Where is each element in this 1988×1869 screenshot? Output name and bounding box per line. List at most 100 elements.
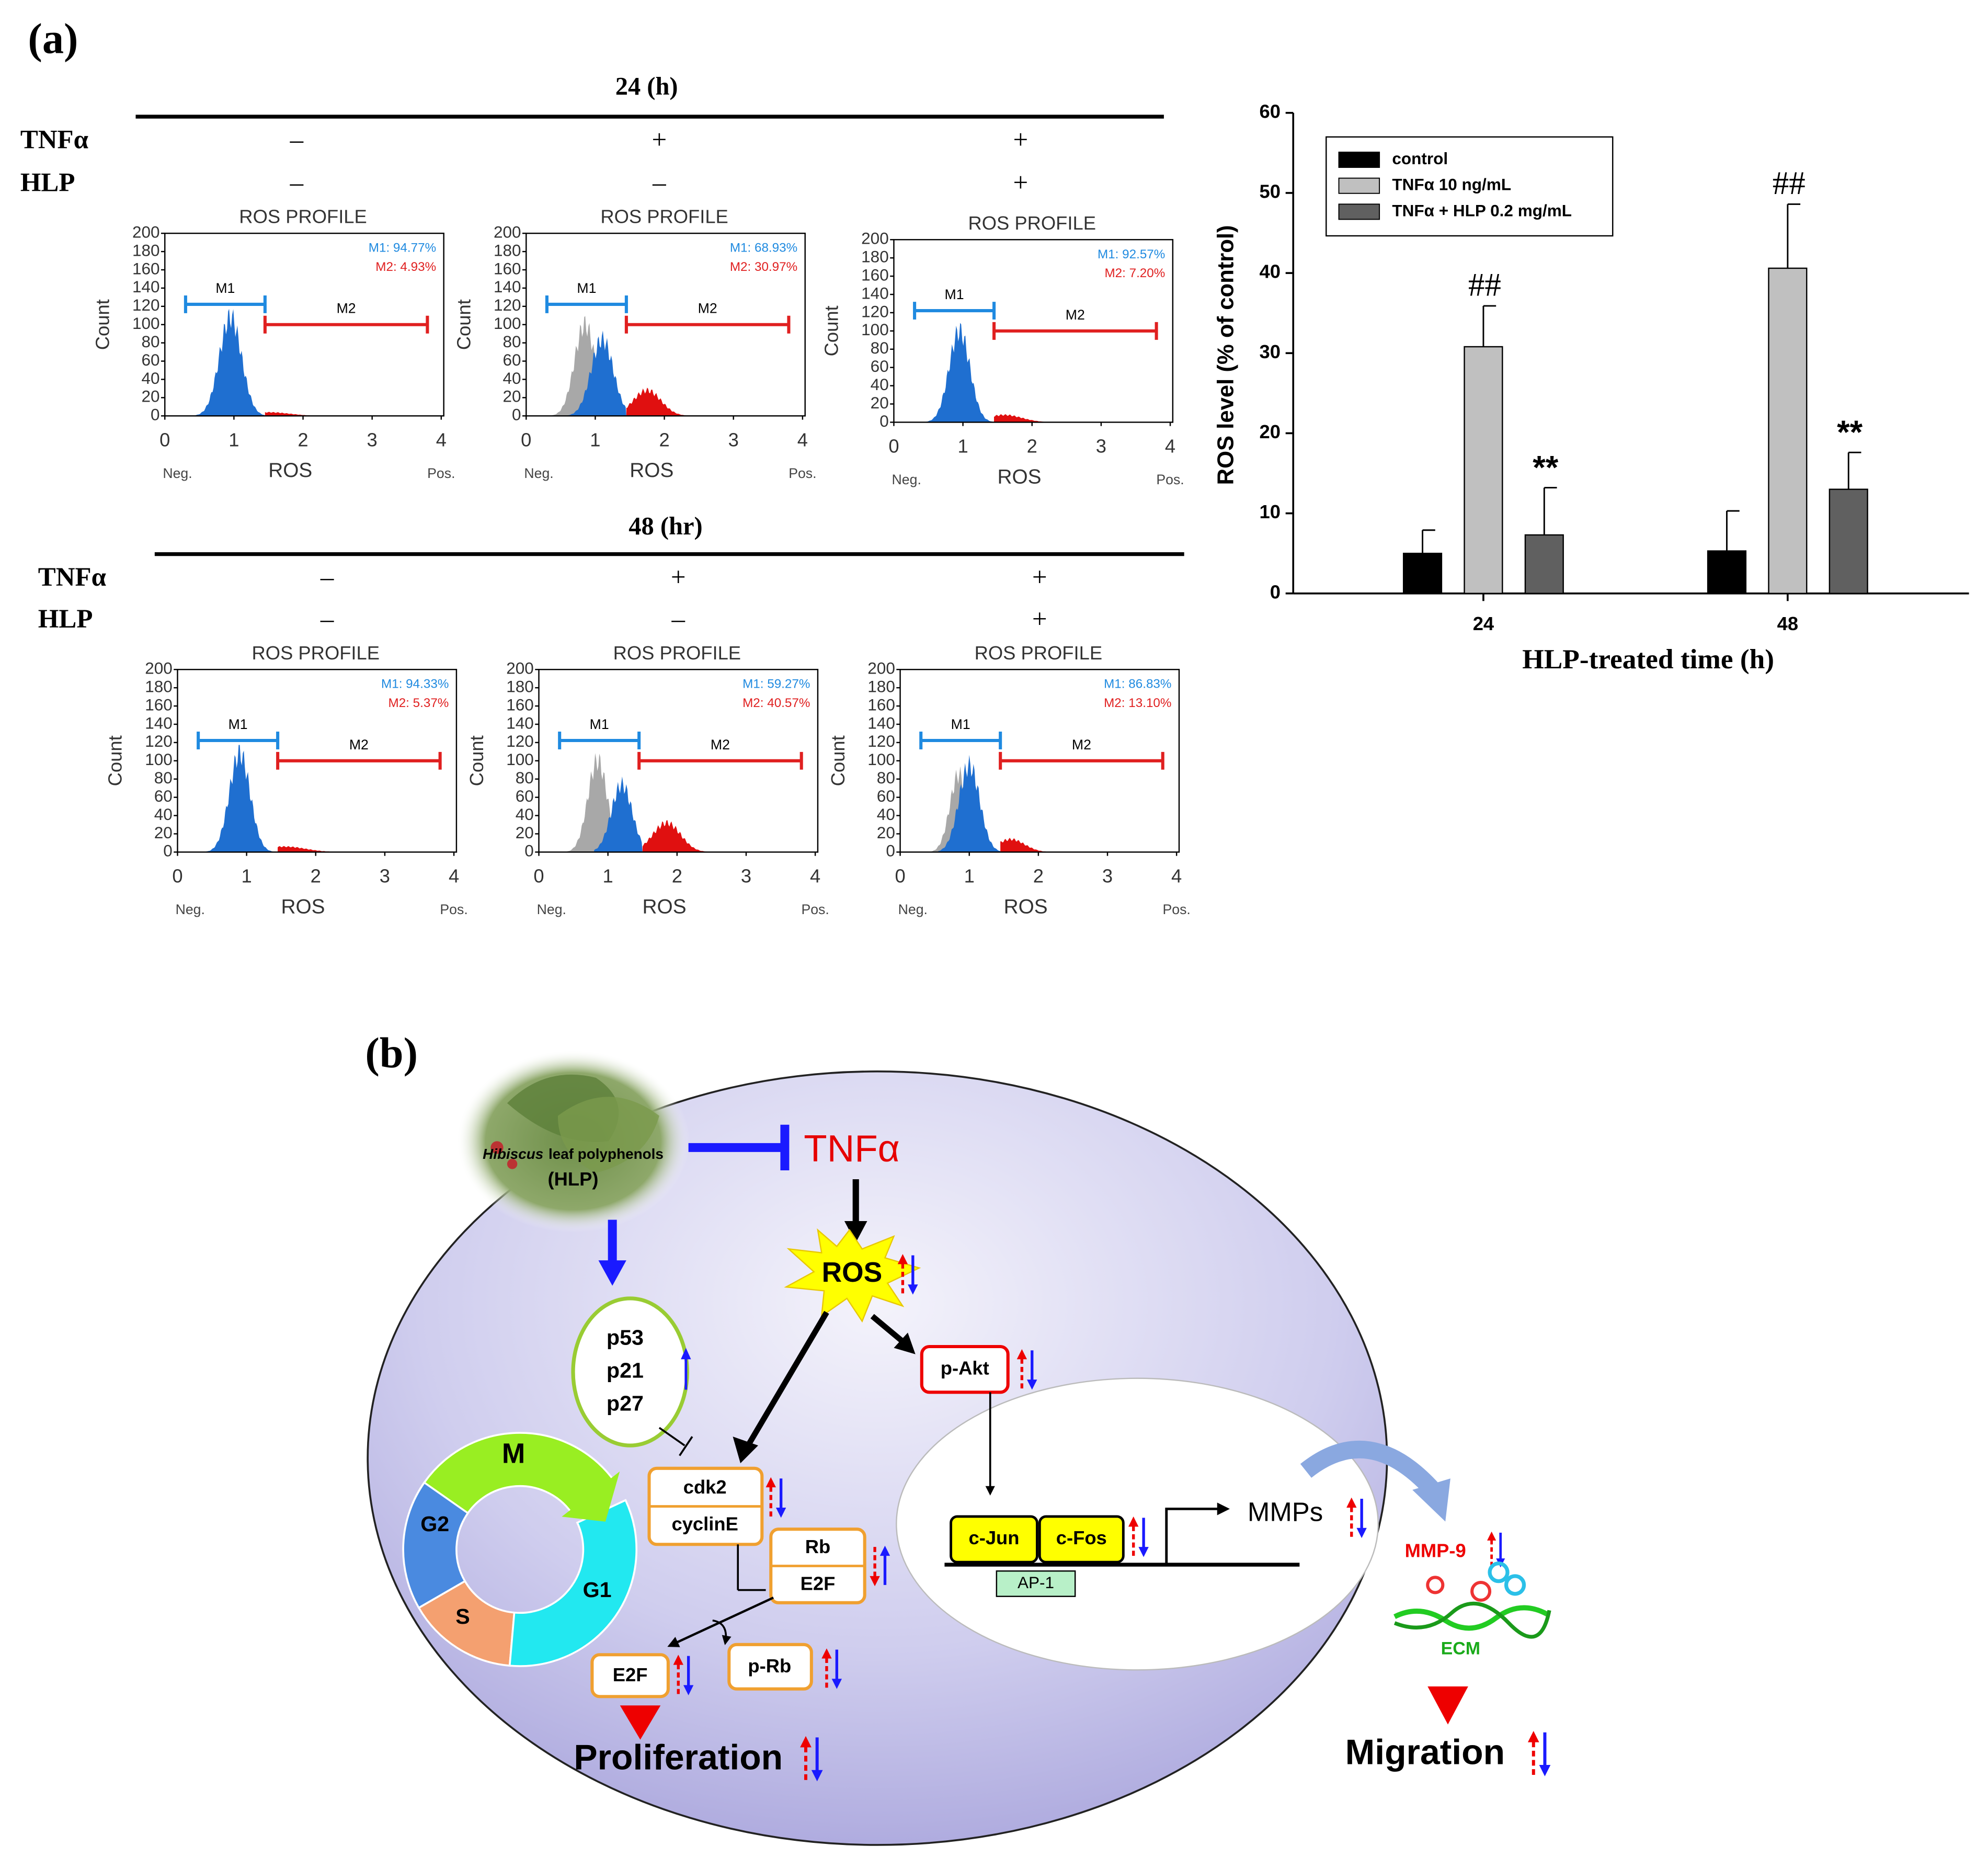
- y-tick-label: 0: [886, 841, 895, 860]
- x-tick-label: 24: [1473, 613, 1494, 634]
- bar: [1707, 550, 1747, 594]
- legend-label: TNFα + HLP 0.2 mg/mL: [1392, 201, 1572, 220]
- y-tick-label: 160: [145, 695, 173, 714]
- mmp9-molecule: [1426, 1576, 1445, 1594]
- axis-end-label: Neg.: [898, 902, 928, 917]
- y-tick-label: 120: [494, 295, 521, 314]
- y-tick-label: 50: [1260, 181, 1281, 202]
- outcome-label: Proliferation: [574, 1738, 783, 1777]
- condition-label: HLP: [20, 168, 75, 198]
- x-axis-label: ROS: [643, 895, 687, 918]
- axis-end-label: Neg.: [524, 465, 553, 481]
- y-tick-label: 160: [861, 265, 889, 284]
- phase-label: G2: [420, 1512, 449, 1536]
- x-tick-label: 1: [242, 865, 252, 886]
- x-tick-label: 2: [311, 865, 321, 886]
- gate-percent: M1: 94.33%: [381, 677, 449, 691]
- y-axis-label: Count: [92, 299, 113, 350]
- y-tick-label: 200: [861, 229, 889, 248]
- y-tick-label: 20: [1260, 421, 1281, 442]
- y-tick-label: 40: [516, 805, 534, 824]
- gate-percent: M1: 86.83%: [1104, 677, 1171, 691]
- node-label: AP-1: [1018, 1573, 1054, 1592]
- y-tick-label: 200: [132, 222, 160, 241]
- y-tick-label: 180: [494, 241, 521, 259]
- inhibit-line: [658, 1427, 685, 1446]
- ecm-fragment: [1504, 1574, 1526, 1596]
- histogram-area: [278, 846, 358, 852]
- y-tick-label: 120: [145, 732, 173, 750]
- x-tick-label: 1: [964, 865, 975, 886]
- condition-sign: –: [320, 605, 334, 634]
- ros-label: ROS: [822, 1257, 883, 1288]
- histogram-area: [1000, 837, 1059, 852]
- gate-percent: M2: 7.20%: [1104, 266, 1165, 280]
- x-tick-label: 2: [659, 429, 669, 450]
- phase-label: M: [502, 1439, 525, 1469]
- y-tick-label: 80: [871, 338, 889, 357]
- x-tick-label: 2: [298, 429, 308, 450]
- node-label: p-Rb: [748, 1655, 791, 1677]
- x-axis-label: ROS: [630, 459, 673, 482]
- y-tick-label: 140: [861, 283, 889, 302]
- phase-label: G1: [583, 1578, 612, 1602]
- y-tick-label: 60: [154, 787, 173, 805]
- y-tick-label: 20: [871, 393, 889, 412]
- y-tick-label: 0: [151, 405, 160, 424]
- gate-label: M1: [590, 716, 609, 732]
- condition-sign: –: [671, 605, 685, 634]
- gate-percent: M2: 4.93%: [375, 260, 436, 274]
- histogram-title: ROS PROFILE: [252, 642, 380, 664]
- y-tick-label: 120: [132, 295, 160, 314]
- x-tick-label: 3: [1102, 865, 1113, 886]
- promoter-arrow: [1165, 1502, 1230, 1564]
- y-tick-label: 140: [132, 277, 160, 296]
- bar: [1464, 346, 1503, 594]
- y-tick-label: 0: [512, 405, 521, 424]
- down-arrow: [1427, 1686, 1468, 1725]
- x-tick-label: 4: [436, 429, 447, 450]
- y-tick-label: 120: [506, 732, 534, 750]
- ecm-fiber: [1393, 1601, 1551, 1639]
- y-tick-label: 80: [154, 768, 173, 787]
- ecm-fragment: [1488, 1562, 1510, 1583]
- y-tick-label: 40: [1260, 261, 1281, 282]
- axis-end-label: Neg.: [163, 465, 192, 481]
- hlp-abbr: (HLP): [548, 1168, 599, 1190]
- y-tick-label: 180: [867, 677, 895, 696]
- node-label: ECM: [1441, 1638, 1480, 1658]
- y-tick-label: 0: [1270, 581, 1281, 602]
- y-tick-label: 180: [145, 677, 173, 696]
- y-tick-label: 60: [1260, 100, 1281, 122]
- hlp-name: leaf polyphenols: [549, 1146, 664, 1162]
- legend-swatch: [1338, 177, 1380, 194]
- condition-label: TNFα: [38, 563, 106, 592]
- histogram-area: [626, 388, 692, 416]
- y-tick-label: 100: [145, 750, 173, 769]
- node-label: p27: [607, 1391, 644, 1415]
- arrow-head: [894, 1332, 916, 1354]
- y-axis-label: ROS level (% of control): [1213, 225, 1239, 485]
- secretion-arrow: [1300, 1440, 1439, 1496]
- up-arrow-head: [681, 1348, 691, 1360]
- gate-percent: M1: 92.57%: [1098, 247, 1165, 261]
- x-tick-label: 4: [797, 429, 808, 450]
- axis-end-label: Pos.: [427, 465, 455, 481]
- cycle-phase: [417, 1580, 516, 1667]
- y-axis-label: Count: [466, 735, 487, 786]
- x-tick-label: 2: [1027, 436, 1037, 457]
- hlp-label: Hibiscus leaf polyphenols: [483, 1146, 664, 1162]
- x-tick-label: 3: [1096, 436, 1106, 457]
- y-tick-label: 60: [871, 357, 889, 375]
- node-label: c-Fos: [1056, 1527, 1107, 1548]
- gate-label: M1: [951, 716, 970, 732]
- y-tick-label: 0: [524, 841, 534, 860]
- tnf-label: TNFα: [804, 1127, 899, 1170]
- significance-mark: ##: [1773, 165, 1806, 201]
- axis-end-label: Neg.: [537, 902, 566, 917]
- y-tick-label: 120: [861, 302, 889, 321]
- axis-end-label: Pos.: [1162, 902, 1190, 917]
- arrow: [870, 1314, 905, 1344]
